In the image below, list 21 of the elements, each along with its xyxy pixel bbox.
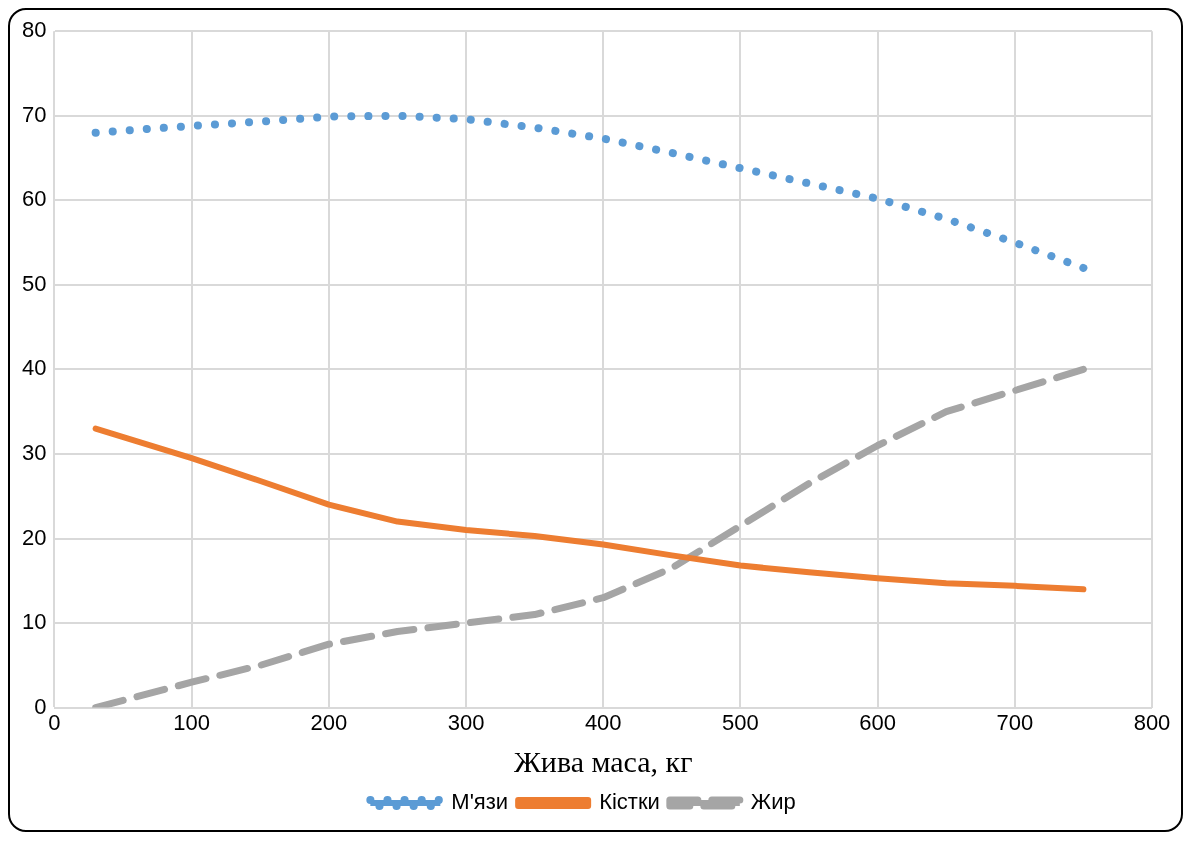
x-tick-label: 100: [173, 709, 211, 735]
y-tick-label: 0: [34, 693, 47, 719]
y-tick-label: 40: [21, 355, 47, 381]
x-tick-label: 300: [447, 709, 485, 735]
x-tick-label: 600: [859, 709, 896, 735]
y-tick-label: 10: [21, 609, 47, 635]
y-tick-label: 50: [21, 270, 47, 296]
y-tick-label: 20: [21, 524, 47, 550]
x-tick-label: 200: [310, 709, 348, 735]
y-tick-label: 60: [21, 186, 47, 212]
y-tick-label: 80: [21, 17, 47, 43]
x-tick-label: 500: [722, 709, 759, 735]
y-tick-label: 70: [21, 101, 47, 127]
legend-label: Кістки: [599, 789, 660, 815]
y-tick-label: 30: [21, 440, 47, 466]
x-tick-label: 800: [1133, 709, 1171, 735]
x-tick-label: 400: [584, 709, 622, 735]
x-axis-title: Жива маса, кг: [513, 744, 693, 778]
legend-label: М'язи: [451, 789, 509, 815]
x-tick-label: 700: [996, 709, 1034, 735]
legend-label: Жир: [750, 789, 796, 815]
